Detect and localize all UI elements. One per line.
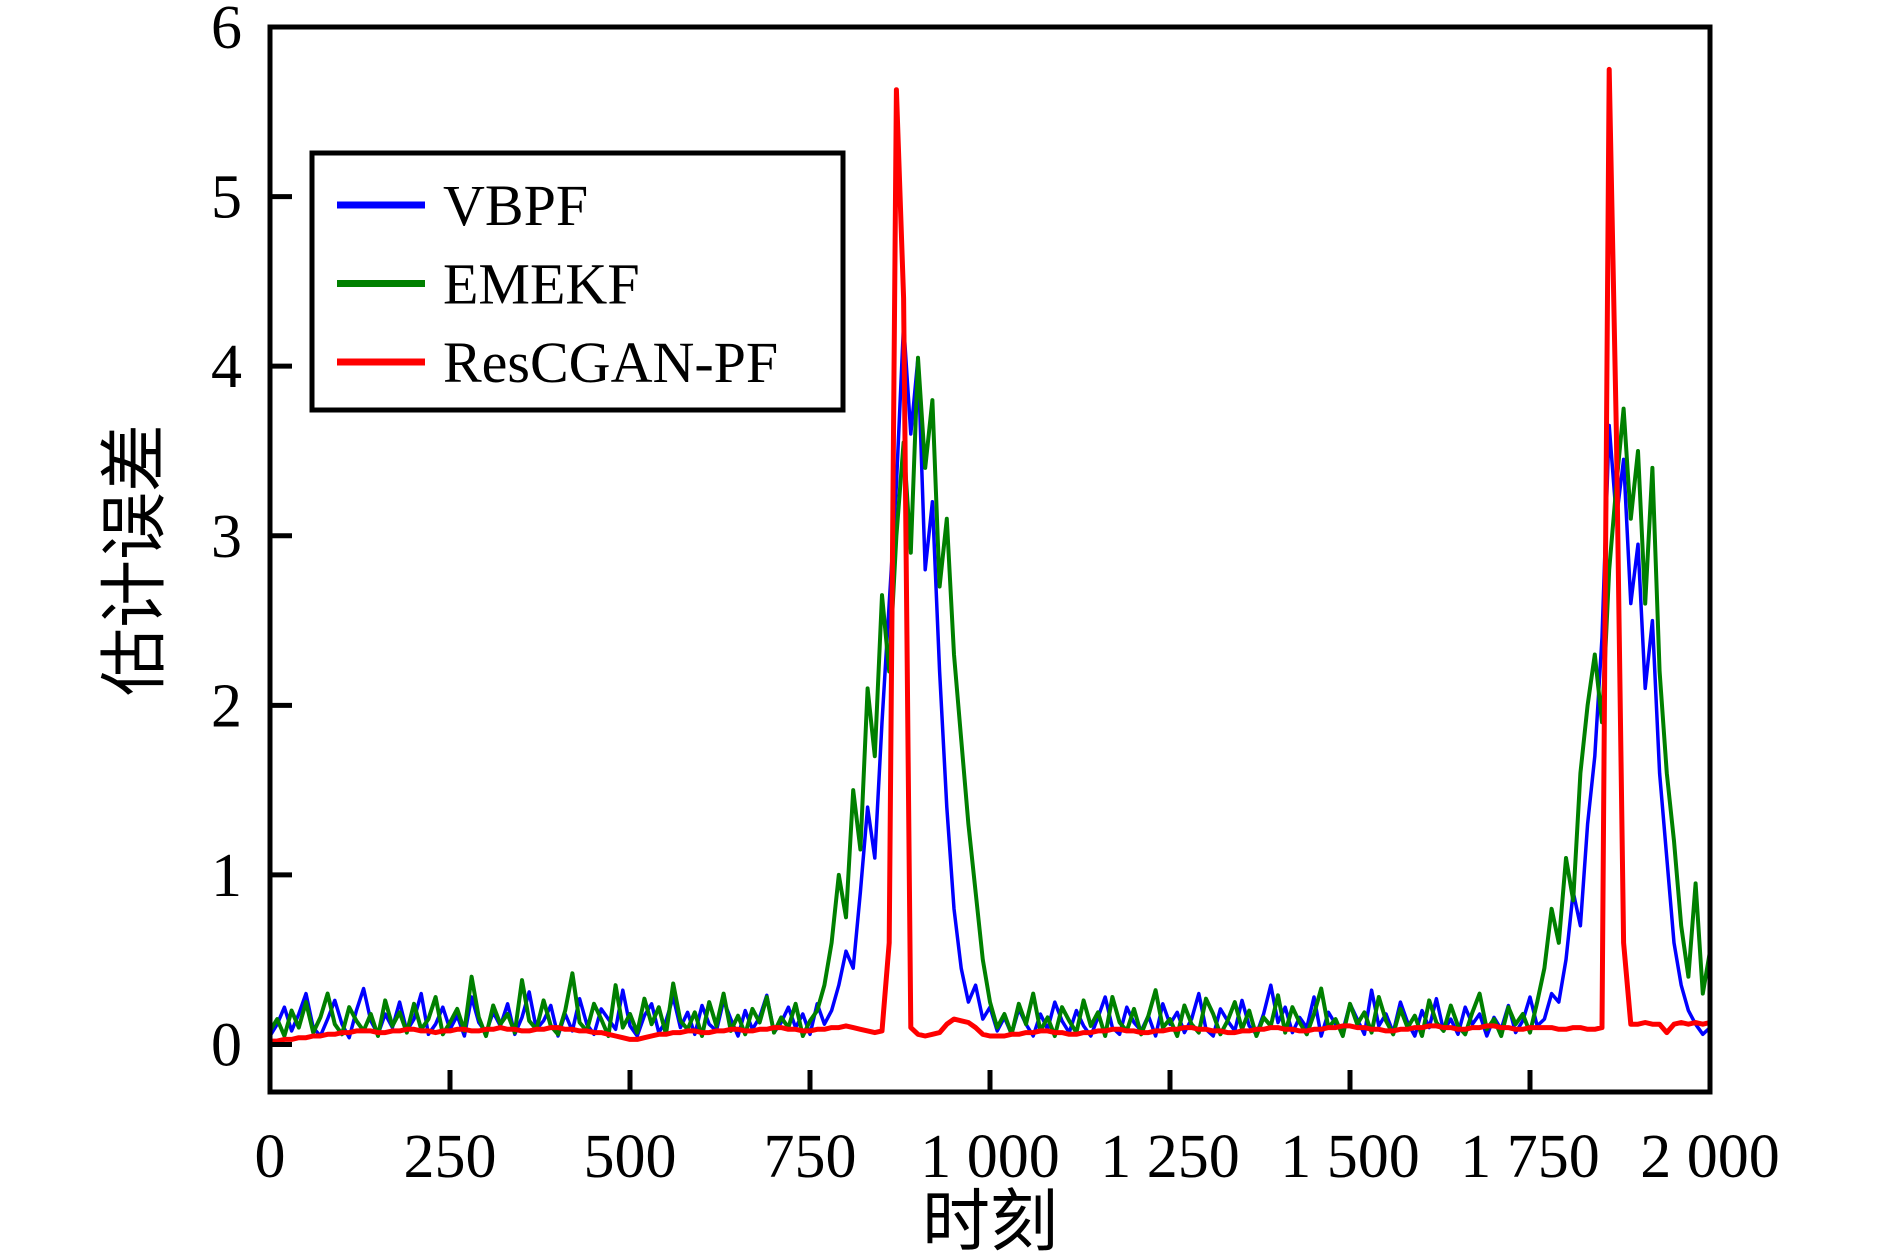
y-tick-label: 2	[211, 672, 242, 740]
x-tick-label: 750	[764, 1123, 857, 1191]
legend-label-rescgan-pf: ResCGAN-PF	[443, 330, 778, 395]
y-tick-label: 1	[211, 842, 242, 910]
y-tick-label: 6	[211, 0, 242, 62]
y-axis-label: 估计误差	[97, 424, 173, 696]
series-lines	[267, 66, 1713, 1044]
series-line-emekf	[268, 355, 1712, 1038]
legend-label-vbpf: VBPF	[443, 173, 588, 238]
y-tick-label: 0	[211, 1012, 242, 1080]
x-tick-label: 2 000	[1640, 1123, 1780, 1191]
x-axis-ticks: 0 250 500 750 1 000 1 250 1 500 1 750 2 000	[255, 1070, 1780, 1191]
series-line-rescgan-pf	[267, 66, 1713, 1044]
y-tick-label: 4	[211, 333, 242, 401]
legend-label-emekf: EMEKF	[443, 252, 640, 317]
series-line-vbpf	[268, 322, 1712, 1040]
x-tick-label: 1 250	[1100, 1123, 1240, 1191]
x-tick-label: 250	[404, 1123, 497, 1191]
y-tick-label: 5	[211, 164, 242, 232]
y-axis-ticks: 0 1 2 3 4 5 6	[211, 0, 292, 1080]
x-tick-label: 1 000	[920, 1123, 1060, 1191]
legend: VBPF EMEKF ResCGAN-PF	[309, 150, 846, 413]
x-axis-label: 时刻	[922, 1184, 1058, 1258]
plot-border	[267, 24, 1713, 1095]
x-tick-label: 500	[584, 1123, 677, 1191]
x-tick-label: 1 750	[1460, 1123, 1600, 1191]
x-tick-label: 1 500	[1280, 1123, 1420, 1191]
x-tick-label: 0	[255, 1123, 286, 1191]
y-tick-label: 3	[211, 503, 242, 571]
